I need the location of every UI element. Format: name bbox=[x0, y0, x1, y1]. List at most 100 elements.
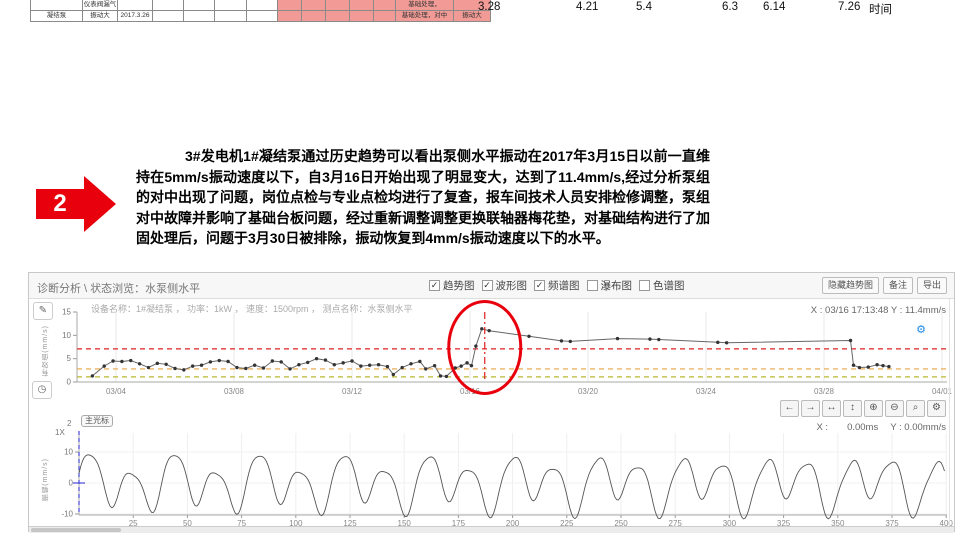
svg-text:175: 175 bbox=[452, 519, 466, 528]
annotation-number: 2 bbox=[53, 190, 67, 217]
view-toggles: ✓ 趋势图 ✓ 波形图 ✓ 频谱图 瀑布图 色谱图 bbox=[429, 278, 685, 293]
checkbox-icon[interactable]: ✓ bbox=[429, 280, 440, 291]
svg-text:03/04: 03/04 bbox=[106, 387, 127, 396]
svg-text:03/20: 03/20 bbox=[578, 387, 599, 396]
view-toggle-频谱图[interactable]: ✓ 频谱图 bbox=[534, 278, 580, 293]
checkbox-icon[interactable] bbox=[639, 280, 650, 291]
toggle-label: 趋势图 bbox=[443, 280, 475, 292]
table-value: 6.3 bbox=[722, 1, 738, 13]
zoom-in-icon[interactable]: ⊕ bbox=[864, 400, 883, 417]
table-cell bbox=[246, 10, 278, 22]
waveform-scale-label: 2 bbox=[67, 419, 72, 428]
summary-paragraph: 3#发电机1#凝结泵通过历史趋势可以看出泵侧水平振动在2017年3月15日以前一… bbox=[136, 148, 710, 246]
table-cell: 振动大 bbox=[82, 10, 118, 22]
harmonic-label: 1X bbox=[55, 428, 65, 437]
table-cell bbox=[325, 10, 350, 22]
table-cell bbox=[373, 10, 396, 22]
diagnosis-panel: 诊断分析 \ 状态浏览：水泵侧水平 ✓ 趋势图 ✓ 波形图 ✓ 频谱图 瀑布图 色谱图 隐藏趋… bbox=[28, 272, 955, 533]
table-cell: 基础处理，对中 bbox=[395, 10, 454, 22]
view-toggle-瀑布图[interactable]: 瀑布图 bbox=[586, 278, 633, 293]
arrow-head bbox=[84, 176, 116, 232]
svg-text:150: 150 bbox=[398, 519, 412, 528]
maintenance-table: 仪表阀漏气 基础处理， 凝结泵 振动大 2017.3.26 基础处理，对中 振动大 bbox=[30, 0, 492, 23]
table-cell bbox=[214, 10, 247, 22]
view-toggle-波形图[interactable]: ✓ 波形图 bbox=[481, 278, 528, 293]
toggle-label: 色谱图 bbox=[653, 280, 685, 292]
gear-icon[interactable]: ⚙ bbox=[916, 324, 926, 336]
header-buttons: 隐藏趋势图 备注 导出 bbox=[821, 277, 947, 294]
horizontal-scrollbar[interactable] bbox=[29, 526, 954, 533]
checkbox-icon[interactable] bbox=[586, 280, 598, 291]
trend-cursor-readout: X : 03/16 17:13:48 Y : 11.4mm/s bbox=[810, 305, 946, 316]
edit-cursor-button[interactable]: ✎ bbox=[33, 302, 53, 320]
toggle-label: 频谱图 bbox=[548, 280, 580, 292]
trend-chart[interactable]: 03/04 03/08 03/12 03/16 03/20 03/24 03/28 04/01… bbox=[29, 299, 954, 399]
svg-text:250: 250 bbox=[614, 519, 628, 528]
waveform-x-readout: X : 0.00ms bbox=[816, 422, 879, 433]
svg-text:350: 350 bbox=[831, 519, 845, 528]
table-value: 4.21 bbox=[576, 1, 599, 13]
svg-text:225: 225 bbox=[560, 519, 574, 528]
header-button-隐藏趋势图[interactable]: 隐藏趋势图 bbox=[821, 277, 879, 294]
waveform-cursor-readout: X : 0.00ms Y : 0.00mm/s bbox=[816, 419, 946, 433]
svg-text:50: 50 bbox=[183, 519, 192, 528]
table-value: 3.28 bbox=[478, 1, 501, 13]
expand-x-icon[interactable]: ↔ bbox=[822, 400, 841, 417]
svg-text:375: 375 bbox=[885, 519, 899, 528]
svg-text:25: 25 bbox=[129, 519, 138, 528]
svg-text:300: 300 bbox=[723, 519, 737, 528]
gear-icon[interactable]: ⚙ bbox=[927, 400, 946, 417]
pan-left-icon[interactable]: ← bbox=[780, 400, 799, 417]
waveform-y-readout: Y : 0.00mm/s bbox=[890, 422, 946, 433]
table-cell bbox=[349, 10, 374, 22]
view-toggle-色谱图[interactable]: 色谱图 bbox=[639, 278, 685, 293]
waveform-chart[interactable]: 25 50 75 100 125 150 175 200 225 250 275 300 325 350 3… bbox=[29, 423, 954, 528]
waveform-toolbar: ← → ↔ ↕ ⊕ ⊖ ⌕ ⚙ bbox=[780, 400, 946, 417]
panel-header: 诊断分析 \ 状态浏览：水泵侧水平 ✓ 趋势图 ✓ 波形图 ✓ 频谱图 瀑布图 色谱图 隐藏趋… bbox=[29, 273, 954, 299]
table-cell: 振动大 bbox=[453, 10, 491, 22]
main-cursor-tag[interactable]: 主光标 bbox=[81, 415, 113, 427]
svg-text:325: 325 bbox=[777, 519, 791, 528]
breadcrumb: 诊断分析 \ 状态浏览：水泵侧水平 bbox=[37, 283, 201, 295]
table-cell bbox=[301, 10, 326, 22]
svg-text:03/16: 03/16 bbox=[460, 387, 481, 396]
svg-text:275: 275 bbox=[669, 519, 683, 528]
checkbox-icon[interactable]: ✓ bbox=[534, 280, 545, 291]
svg-text:04/01: 04/01 bbox=[932, 387, 953, 396]
checkbox-icon[interactable]: ✓ bbox=[481, 280, 493, 291]
table-cell bbox=[183, 10, 215, 22]
magnifier-icon[interactable]: ⌕ bbox=[906, 400, 925, 417]
header-button-备注[interactable]: 备注 bbox=[882, 277, 913, 294]
svg-text:15: 15 bbox=[62, 307, 71, 316]
table-cell: 凝结泵 bbox=[30, 10, 83, 22]
svg-text:125: 125 bbox=[343, 519, 357, 528]
svg-text:03/08: 03/08 bbox=[224, 387, 245, 396]
table-value: 时间 bbox=[869, 4, 892, 16]
expand-y-icon[interactable]: ↕ bbox=[843, 400, 862, 417]
clock-icon: ◷ bbox=[37, 384, 47, 395]
annotation-arrow-2: 2 bbox=[36, 176, 118, 232]
svg-text:75: 75 bbox=[237, 519, 246, 528]
svg-text:03/12: 03/12 bbox=[342, 387, 363, 396]
toggle-label: 波形图 bbox=[495, 280, 528, 292]
table-cell: 2017.3.26 bbox=[117, 10, 153, 22]
view-toggle-趋势图[interactable]: ✓ 趋势图 bbox=[429, 278, 475, 293]
table-value: 5.4 bbox=[636, 1, 652, 13]
svg-text:0: 0 bbox=[69, 479, 74, 488]
scrollbar-thumb[interactable] bbox=[31, 528, 121, 532]
pencil-icon: ✎ bbox=[38, 305, 48, 316]
table-value: 7.26 bbox=[838, 1, 861, 13]
time-range-button[interactable]: ◷ bbox=[32, 381, 52, 399]
device-info: 设备名称：1#凝结泵 ， 功率：1kW ， 速度：1500rpm ， 测点名称：… bbox=[91, 304, 413, 314]
svg-text:400: 400 bbox=[940, 519, 954, 528]
svg-text:100: 100 bbox=[289, 519, 303, 528]
zoom-out-icon[interactable]: ⊖ bbox=[885, 400, 904, 417]
svg-text:03/24: 03/24 bbox=[696, 387, 717, 396]
svg-text:10: 10 bbox=[64, 448, 73, 457]
header-button-导出[interactable]: 导出 bbox=[916, 277, 947, 294]
pan-right-icon[interactable]: → bbox=[801, 400, 820, 417]
table-value: 6.14 bbox=[763, 1, 786, 13]
toggle-label: 瀑布图 bbox=[600, 280, 633, 292]
table-cell bbox=[152, 10, 184, 22]
svg-text:200: 200 bbox=[506, 519, 520, 528]
